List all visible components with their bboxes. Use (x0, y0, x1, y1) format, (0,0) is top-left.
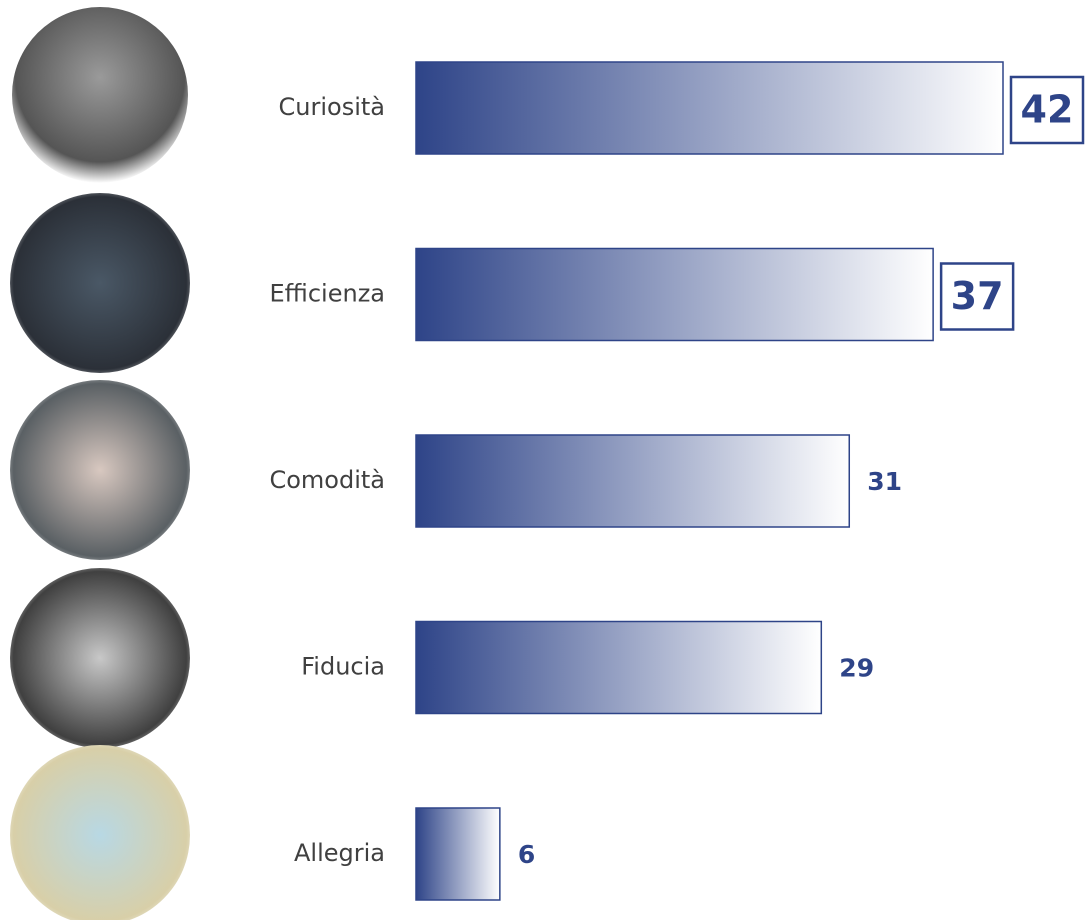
photo (10, 380, 190, 560)
bar (415, 61, 1004, 155)
category-label: Comodità (269, 466, 385, 494)
category-label: Fiducia (301, 653, 385, 681)
value-label: 37 (951, 274, 1004, 318)
photo (10, 193, 190, 373)
photos (10, 7, 190, 920)
value-label: 31 (867, 467, 902, 496)
category-label: Allegria (294, 839, 385, 867)
value-label: 42 (1021, 88, 1074, 132)
value-label-box (1009, 75, 1085, 145)
value-label-box (939, 262, 1015, 331)
category-label: Curiosità (279, 93, 385, 121)
photo (10, 745, 190, 920)
category-label: Efficienza (269, 280, 385, 308)
photo (12, 7, 188, 183)
photo (10, 568, 190, 748)
value-label: 29 (839, 654, 874, 683)
bar (415, 807, 501, 901)
value-label: 6 (518, 840, 535, 869)
bar (415, 434, 851, 528)
bar (415, 247, 934, 342)
bar (415, 620, 823, 715)
